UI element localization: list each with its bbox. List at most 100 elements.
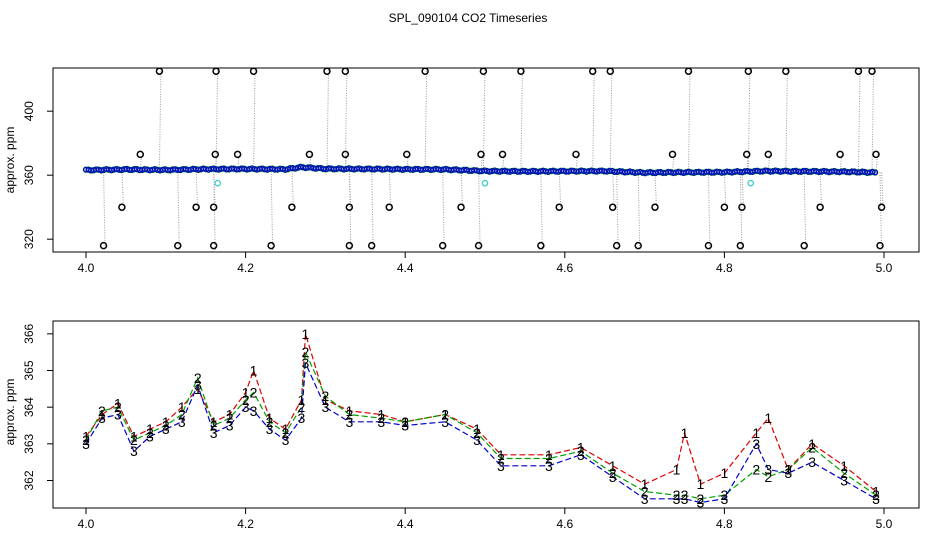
series-2-point: 2 [345,407,353,423]
series-2-point: 2 [250,385,258,401]
series-1-point: 1 [302,326,310,342]
outlier-point [474,241,483,250]
bottom-y-tick-label: 366 [22,324,36,344]
series-1-point: 1 [872,484,880,500]
series-1-point: 1 [840,458,848,474]
outlier-connector [270,169,274,251]
top-y-tick-label: 400 [22,101,36,121]
cyan-point [747,179,755,187]
outlier-connector [723,172,727,208]
cyan-point [481,179,489,187]
outlier-point [555,203,563,211]
outlier-point [192,203,200,211]
outlier-connector [879,172,883,251]
outlier-point [738,203,746,211]
series-2-point: 2 [162,418,170,434]
series-1-point: 1 [673,462,681,478]
bottom-y-tick-label: 363 [22,434,36,454]
bottom-x-tick-label: 4.6 [556,517,573,531]
outlier-point [572,150,580,159]
outlier-point [684,67,693,75]
series-1-point: 1 [82,429,90,445]
series-3-point: 3 [377,414,385,430]
bottom-y-tick-label: 362 [22,470,36,490]
series-2-point: 2 [401,414,409,430]
series-3-point: 3 [609,469,617,485]
series-1-point: 1 [114,396,122,412]
outlier-point [118,203,126,211]
outlier-connector [326,69,329,169]
outlier-point [612,241,621,250]
top-y-tick-label: 320 [22,229,36,249]
outlier-connector [177,169,180,251]
outlier-point [651,203,659,211]
series-2-point: 2 [82,432,90,448]
outlier-point [872,150,880,159]
series-2-point: 2 [872,487,880,503]
outlier-point [537,241,545,250]
series-2-point: 2 [673,487,681,503]
bottom-y-axis-label: approx. ppm [3,379,17,446]
figure-title: SPL_090104 CO2 Timeseries [389,11,548,25]
series-1-point: 1 [641,476,649,492]
outlier-connector [707,172,711,251]
series-1-point: 1 [266,410,274,426]
outlier-connector [785,69,788,172]
outlier-connector [609,69,613,172]
series-1-point: 1 [345,403,353,419]
series-1-point: 1 [210,414,218,430]
series-3-point: 3 [545,458,553,474]
series-2-point: 2 [721,487,729,503]
series-1-point: 1 [473,421,481,437]
outlier-connector [747,69,751,172]
outlier-point [608,203,617,211]
series-2-point: 2 [681,487,689,503]
series-3-point: 3 [322,399,330,415]
series-3-point: 3 [266,421,274,437]
outlier-connector [558,171,562,208]
outlier-point [323,67,331,75]
series-2-point: 2 [609,465,617,481]
outlier-point [249,67,258,75]
series-1-point: 1 [784,462,792,478]
bottom-y-tick-label: 365 [22,360,36,380]
outlier-point [174,241,182,250]
series-1-point: 1 [545,447,553,463]
series-2-line [85,351,877,500]
series-3-point: 3 [577,447,585,463]
outlier-point [764,150,773,159]
outlier-connector [819,171,823,208]
outlier-connector [158,69,162,170]
outlier-point [99,241,108,250]
series-1-point: 1 [98,407,106,423]
series-3-line [85,362,877,504]
series-1-point: 1 [162,414,170,430]
series-3-point: 3 [178,414,186,430]
series-1-point: 1 [752,425,760,441]
series-1-point: 1 [146,421,154,437]
outlier-point [403,150,411,159]
bottom-y-tick-label: 364 [22,397,36,417]
series-1-point: 1 [282,421,290,437]
series-3-point: 3 [441,414,449,430]
outlier-connector [460,170,464,208]
outlier-point [816,203,824,211]
series-1-point: 1 [697,476,705,492]
outlier-connector [857,69,861,173]
outlier-point [800,241,808,250]
outlier-connector [424,69,428,170]
series-1-point: 1 [377,407,385,423]
outlier-connector [253,69,256,170]
series-3-point: 3 [114,407,122,423]
series-3-point: 3 [282,432,290,448]
series-1-point: 1 [242,385,250,401]
top-panel: 4.0 4.2 4.4 4.6 4.8 5.0 320 360 400 approx. ppm [3,67,920,275]
series-2-point: 2 [577,443,585,459]
outlier-connector [592,69,595,172]
outlier-connector [121,169,124,208]
series-1-point: 1 [764,410,772,426]
outlier-connector [442,169,445,251]
outlier-point [155,67,164,75]
outlier-point [288,203,296,211]
series-2-point: 2 [752,462,760,478]
